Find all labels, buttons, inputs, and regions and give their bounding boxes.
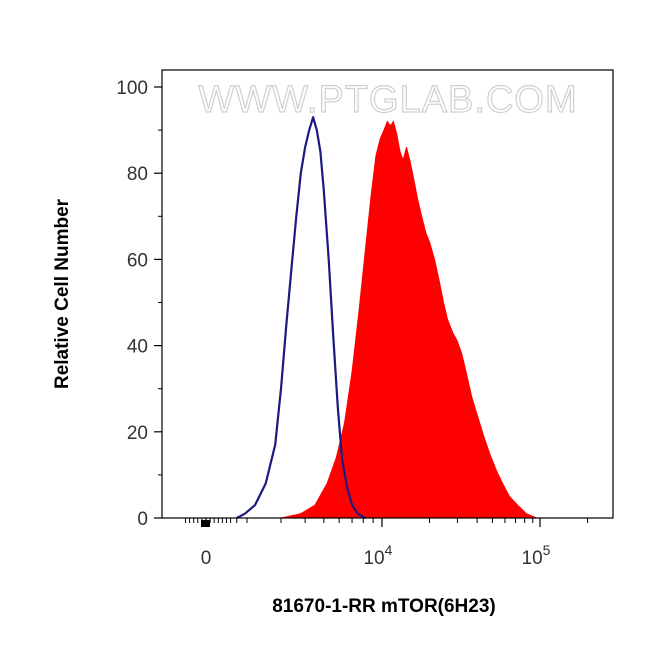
y-axis-title: Relative Cell Number [52,198,73,389]
y-tick-label: 0 [137,509,148,530]
x-tick-label: 0 [201,548,212,569]
y-tick-label: 80 [127,164,148,185]
x-tick-label: 105 [522,542,551,569]
y-tick-label: 60 [127,250,148,271]
x-axis-title: 81670-1-RR mTOR(6H23) [272,596,496,617]
y-axis: 0 20 40 60 80 100 [116,78,162,530]
watermark-text: WWW.PTGLAB.COM [198,79,577,121]
series-layer [236,116,537,519]
y-tick-label: 40 [127,337,148,358]
control-histogram-line [236,116,366,519]
plot-frame [161,69,614,519]
x-tick-label: 104 [363,542,392,569]
x-axis: 0 104 105 [185,518,589,569]
y-tick-label: 100 [116,78,148,99]
sample-histogram-area [280,120,537,519]
y-tick-label: 20 [127,423,148,444]
